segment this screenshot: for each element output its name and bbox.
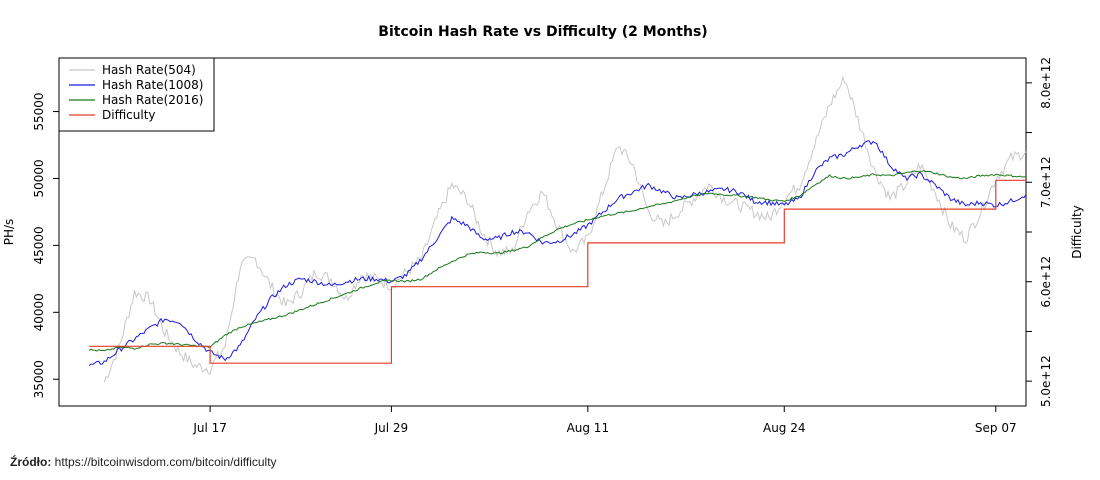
x-tick-label: Sep 07 — [975, 421, 1017, 435]
x-tick-label: Jul 17 — [192, 421, 227, 435]
x-tick-label: Aug 11 — [567, 421, 610, 435]
source-line: Źródło: https://bitcoinwisdom.com/bitcoi… — [10, 455, 277, 469]
y-tick-label: 45000 — [32, 226, 46, 264]
y-tick-label: 50000 — [32, 159, 46, 197]
y2-tick-label: 8.0e+12 — [1039, 57, 1053, 109]
chart-title: Bitcoin Hash Rate vs Difficulty (2 Month… — [378, 24, 707, 40]
y-axis-right-label: Difficulty — [1070, 205, 1084, 259]
legend-label: Hash Rate(2016) — [102, 93, 203, 107]
series-line-hash-rate-2016 — [88, 169, 1027, 352]
series-line-difficulty — [89, 179, 1026, 364]
y2-tick-label: 7.0e+12 — [1039, 156, 1053, 208]
y-axis-left-label: PH/s — [2, 219, 16, 246]
legend-label: Hash Rate(504) — [102, 63, 196, 77]
legend: Hash Rate(504)Hash Rate(1008)Hash Rate(2… — [58, 57, 215, 132]
series-line-hash-rate-504 — [103, 75, 1027, 383]
series-line-hash-rate-1008 — [88, 140, 1027, 367]
x-tick-label: Aug 24 — [763, 421, 806, 435]
legend-label: Hash Rate(1008) — [102, 78, 203, 92]
source-label: Źródło: — [10, 455, 52, 469]
plot-area: Jul 17 Jul 29 Aug 11 Aug 24 Sep 07 35000 40000… — [32, 57, 1053, 435]
legend-label: Difficulty — [102, 108, 156, 122]
y2-tick-label: 6.0e+12 — [1039, 256, 1053, 308]
y2-tick-label: 5.0e+12 — [1039, 355, 1053, 407]
x-tick-label: Jul 29 — [374, 421, 409, 435]
y-tick-label: 40000 — [32, 293, 46, 331]
source-url[interactable]: https://bitcoinwisdom.com/bitcoin/diffic… — [54, 455, 277, 469]
y-tick-label: 35000 — [32, 360, 46, 398]
y-tick-label: 55000 — [32, 92, 46, 130]
